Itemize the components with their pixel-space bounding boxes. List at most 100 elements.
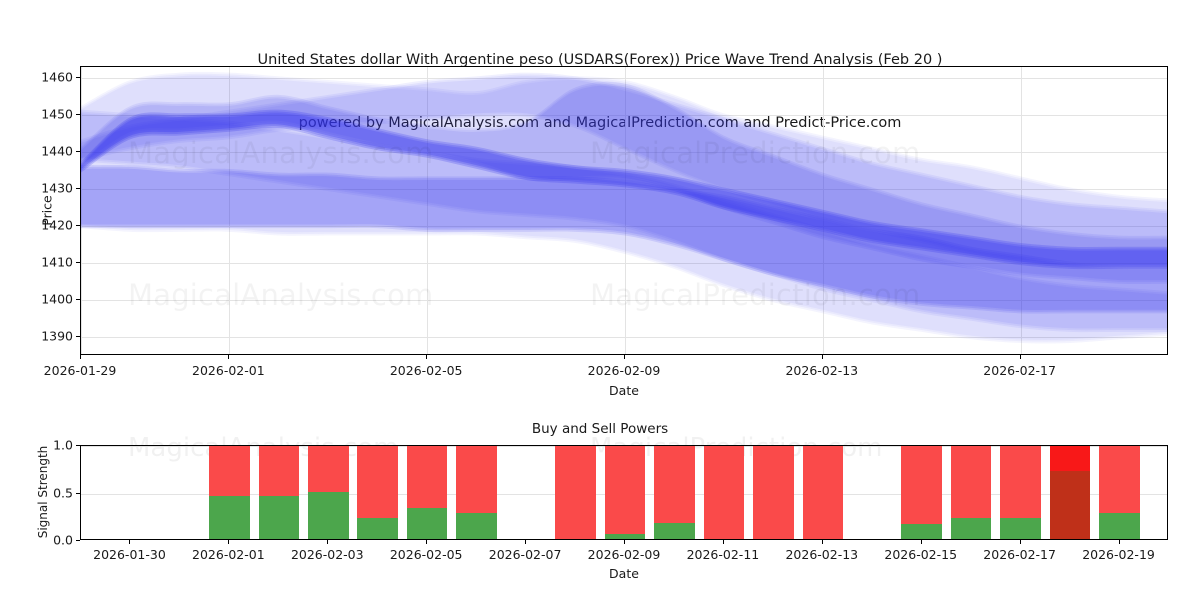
grid-line-vertical — [625, 67, 626, 354]
bar-segment-buy — [901, 523, 942, 539]
bar-segment-bright-red — [1049, 446, 1091, 471]
bar-segment-buy — [950, 518, 992, 539]
grid-line-horizontal — [81, 78, 1167, 80]
x-axis-tick-mark — [1118, 540, 1120, 544]
bar-column — [604, 446, 646, 539]
x-axis-title: Date — [609, 383, 639, 398]
y-axis-tick-label: 1400 — [41, 291, 73, 307]
grid-line-horizontal — [81, 337, 1167, 339]
x-axis-tick-mark — [722, 540, 724, 544]
x-axis-tick-mark — [228, 355, 230, 359]
wave-band — [81, 75, 1167, 344]
bar-segment-buy — [1000, 518, 1041, 539]
title-line-2: powered by MagicalAnalysis.com and Magic… — [298, 115, 902, 131]
x-axis-tick-mark — [1019, 540, 1021, 544]
bar-segment-buy — [406, 507, 448, 539]
y-axis-tick-label: 0.5 — [53, 485, 73, 500]
x-axis-tick-label: 2026-02-11 — [686, 547, 760, 562]
x-axis-tick-mark — [1019, 355, 1021, 359]
bar-segment-buy — [654, 522, 695, 539]
y-axis-tick-label: 1460 — [41, 69, 73, 85]
bar-column — [1099, 446, 1140, 539]
x-axis-tick-mark — [821, 355, 823, 359]
wave-band — [81, 71, 1167, 340]
bar-segment-sell — [1099, 446, 1140, 514]
bar-segment-buy — [357, 518, 398, 539]
y-axis-tick-mark — [76, 114, 80, 116]
y-axis-tick-mark — [76, 262, 80, 264]
bar-segment-sell — [456, 446, 497, 514]
wave-band — [81, 83, 1167, 283]
grid-line-vertical — [229, 67, 231, 354]
x-axis-tick-mark — [920, 540, 922, 544]
powers-plot-area — [80, 445, 1168, 540]
bar-column — [1049, 446, 1091, 539]
bar-column — [258, 446, 300, 539]
x-axis-title: Date — [609, 566, 639, 581]
bar-segment-sell — [802, 446, 844, 539]
y-axis-title: Signal Strength — [36, 445, 50, 538]
x-axis-tick-mark — [821, 540, 823, 544]
x-axis-tick-mark — [624, 355, 625, 359]
bar-segment-sell — [258, 446, 300, 497]
grid-line-horizontal — [81, 189, 1167, 191]
bar-column — [555, 446, 596, 539]
y-axis-tick-label: 1.0 — [53, 437, 73, 453]
x-axis-tick-label: 2026-02-17 — [983, 547, 1056, 562]
y-axis-tick-label: 1440 — [41, 143, 73, 159]
wave-band — [81, 81, 1167, 281]
wave-band — [81, 111, 1167, 268]
wave-band — [81, 72, 1167, 266]
x-axis-tick-label: 2026-02-03 — [290, 547, 364, 562]
x-axis-tick-mark — [129, 540, 131, 544]
x-axis-tick-label: 2026-02-09 — [587, 363, 661, 378]
y-axis-tick-label: 0.0 — [53, 532, 73, 548]
bar-segment-buy — [209, 496, 250, 539]
page-title: United States dollar With Argentine peso… — [0, 8, 1200, 176]
bar-segment-buy — [258, 496, 300, 539]
x-axis-tick-label: 2026-02-01 — [192, 547, 265, 562]
x-axis-tick-mark — [228, 540, 230, 544]
y-axis-tick-mark — [76, 299, 80, 301]
y-axis-tick-mark — [76, 151, 80, 153]
x-axis-tick-mark — [525, 540, 527, 544]
y-axis-tick-mark — [76, 492, 80, 494]
grid-line-horizontal — [81, 115, 1167, 117]
bar-column — [209, 446, 250, 539]
y-axis-tick-mark — [76, 188, 80, 190]
bar-segment-sell — [901, 446, 942, 524]
x-axis-tick-label: 2026-01-30 — [93, 547, 166, 562]
x-axis-tick-label: 2026-02-15 — [884, 547, 958, 562]
bar-segment-sell — [357, 446, 398, 519]
x-axis-tick-label: 2026-02-05 — [389, 363, 463, 378]
bar-column — [654, 446, 695, 539]
x-axis-tick-label: 2026-02-09 — [587, 547, 661, 562]
grid-line-horizontal — [81, 263, 1167, 265]
x-axis-tick-mark — [426, 540, 428, 544]
x-axis-tick-label: 2026-02-05 — [389, 547, 463, 562]
x-axis-tick-label: 2026-01-29 — [43, 363, 117, 378]
x-axis-tick-label: 2026-02-01 — [192, 363, 265, 378]
y-axis-tick-mark — [76, 445, 80, 446]
bar-column — [901, 446, 942, 539]
title-line-1: United States dollar With Argentine peso… — [257, 52, 943, 68]
y-axis-tick-mark — [76, 540, 80, 541]
x-axis-tick-mark — [426, 355, 428, 359]
wave-band — [81, 109, 1167, 266]
grid-line-vertical — [822, 67, 824, 354]
x-axis-tick-label: 2026-02-13 — [785, 363, 859, 378]
grid-line-horizontal — [81, 152, 1167, 154]
bar-column — [753, 446, 794, 539]
wave-band — [81, 76, 1167, 270]
bar-segment-dark-red — [1049, 470, 1091, 539]
bar-column — [703, 446, 745, 539]
x-axis-tick-label: 2026-02-19 — [1082, 547, 1155, 562]
bar-column — [406, 446, 448, 539]
bar-segment-sell — [703, 446, 745, 539]
wave-band — [81, 113, 1167, 270]
y-axis-tick-label: 1450 — [41, 106, 73, 122]
x-axis-tick-label: 2026-02-13 — [785, 547, 859, 562]
bar-column — [802, 446, 844, 539]
y-axis-tick-mark — [76, 225, 80, 227]
x-axis-tick-mark — [327, 540, 329, 544]
